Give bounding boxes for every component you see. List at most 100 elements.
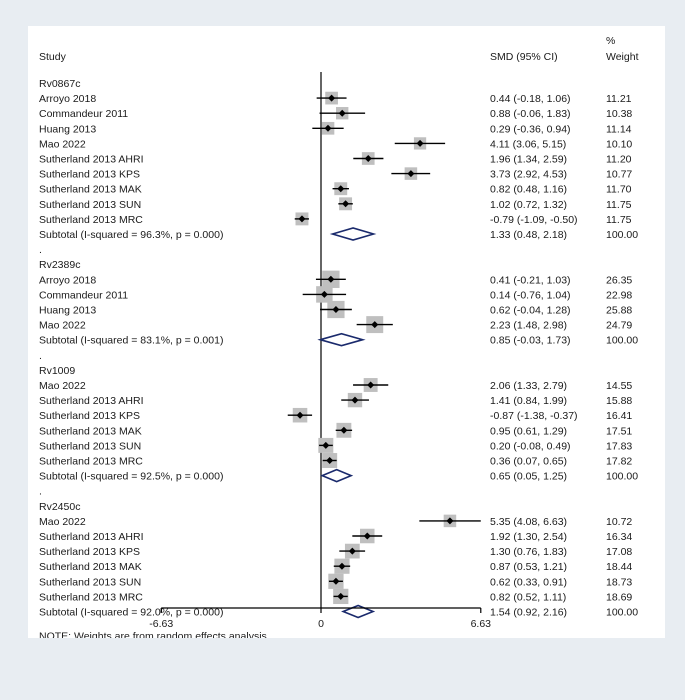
pooled-diamond: [341, 604, 376, 619]
smd-ci-label: 0.44 (-0.18, 1.06): [490, 93, 571, 105]
smd-ci-label: -0.87 (-1.38, -0.37): [490, 410, 578, 422]
weight-label: 16.41: [606, 410, 632, 422]
study-label: Commandeur 2011: [39, 289, 128, 301]
study-label: Arroyo 2018: [39, 93, 96, 105]
weight-label: 24.79: [606, 320, 632, 332]
weight-label: 17.08: [606, 546, 632, 558]
point-estimate: [340, 426, 348, 434]
smd-ci-label: 1.92 (1.30, 2.54): [490, 531, 567, 543]
weight-label: 18.73: [606, 576, 632, 588]
study-label: Sutherland 2013 SUN: [39, 199, 141, 211]
weight-label: 18.44: [606, 561, 632, 573]
study-label: Arroyo 2018: [39, 274, 96, 286]
smd-ci-label: 0.36 (0.07, 0.65): [490, 456, 567, 468]
point-estimate: [327, 275, 335, 283]
smd-ci-label: 2.06 (1.33, 2.79): [490, 380, 567, 392]
weight-label: 16.34: [606, 531, 632, 543]
weight-label: 17.51: [606, 425, 632, 437]
study-label: Sutherland 2013 AHRI: [39, 531, 144, 543]
weight-label: 11.70: [606, 184, 632, 196]
study-label: Sutherland 2013 KPS: [39, 410, 140, 422]
point-estimate: [326, 457, 334, 464]
smd-ci-label: 0.20 (-0.08, 0.49): [490, 440, 571, 452]
study-label: Huang 2013: [39, 123, 96, 135]
x-tick-label: 6.63: [471, 618, 492, 630]
smd-ci-label: 0.41 (-0.21, 1.03): [490, 274, 571, 286]
subtotal-label: Subtotal (I-squared = 92.5%, p = 0.000): [39, 471, 223, 483]
group-label: Rv1009: [39, 365, 75, 377]
study-label: Sutherland 2013 AHRI: [39, 154, 144, 166]
point-estimate: [324, 124, 332, 132]
study-label: Sutherland 2013 SUN: [39, 576, 141, 588]
subtotal-ci-label: 0.85 (-0.03, 1.73): [490, 335, 571, 347]
point-estimate: [332, 577, 340, 585]
point-estimate: [342, 200, 350, 208]
smd-ci-label: 0.62 (0.33, 0.91): [490, 576, 567, 588]
smd-ci-label: 0.95 (0.61, 1.29): [490, 425, 567, 437]
smd-ci-label: 0.87 (0.53, 1.21): [490, 561, 567, 573]
weight-label: 18.69: [606, 591, 632, 603]
x-tick-label: -6.63: [149, 618, 173, 630]
smd-ci-label: 1.02 (0.72, 1.32): [490, 199, 567, 211]
study-label: Sutherland 2013 KPS: [39, 546, 140, 558]
study-label: Sutherland 2013 MAK: [39, 184, 142, 196]
group-separator: .: [39, 350, 42, 362]
weight-label: 10.38: [606, 108, 632, 120]
study-label: Sutherland 2013 AHRI: [39, 395, 144, 407]
subtotal-ci-label: 1.33 (0.48, 2.18): [490, 229, 567, 241]
point-estimate: [337, 592, 345, 600]
point-estimate: [337, 185, 345, 193]
smd-ci-label: 4.11 (3.06, 5.15): [490, 138, 566, 150]
study-label: Sutherland 2013 KPS: [39, 169, 140, 181]
smd-ci-label: 0.62 (-0.04, 1.28): [490, 305, 571, 317]
group-label: Rv0867c: [39, 78, 80, 90]
pooled-diamond: [329, 227, 377, 241]
weight-label: 11.21: [606, 93, 632, 105]
point-estimate: [322, 441, 330, 449]
weight-label: 10.72: [606, 516, 632, 528]
weight-label: 17.82: [606, 456, 632, 468]
study-label: Mao 2022: [39, 138, 86, 150]
subtotal-weight-label: 100.00: [606, 607, 638, 619]
study-label: Huang 2013: [39, 305, 96, 317]
smd-ci-label: 1.41 (0.84, 1.99): [490, 395, 567, 407]
study-label: Sutherland 2013 MRC: [39, 214, 143, 226]
study-label: Commandeur 2011: [39, 108, 128, 120]
point-estimate: [371, 321, 379, 329]
weight-label: 11.75: [606, 214, 632, 226]
point-estimate: [364, 155, 372, 162]
smd-ci-label: 2.23 (1.48, 2.98): [490, 320, 567, 332]
point-estimate: [296, 411, 304, 419]
weight-label: 15.88: [606, 395, 632, 407]
subtotal-label: Subtotal (I-squared = 96.3%, p = 0.000): [39, 229, 223, 241]
subtotal-ci-label: 1.54 (0.92, 2.16): [490, 607, 567, 619]
weight-label: 10.77: [606, 169, 632, 181]
study-label: Sutherland 2013 MRC: [39, 456, 143, 468]
study-label: Sutherland 2013 SUN: [39, 440, 141, 452]
point-estimate: [338, 562, 346, 570]
point-estimate: [351, 396, 359, 404]
smd-ci-label: 0.14 (-0.76, 1.04): [490, 289, 571, 301]
note: NOTE: Weights are from random effects an…: [39, 631, 267, 639]
group-separator: .: [39, 244, 42, 256]
study-label: Sutherland 2013 MAK: [39, 425, 142, 437]
pooled-diamond: [320, 468, 354, 483]
subtotal-label: Subtotal (I-squared = 92.0%, p = 0.000): [39, 607, 223, 619]
weight-label: 11.14: [606, 123, 632, 135]
point-estimate: [416, 139, 424, 147]
weight-label: 17.83: [606, 440, 632, 452]
group-label: Rv2389c: [39, 259, 80, 271]
smd-ci-label: 0.88 (-0.06, 1.83): [490, 108, 571, 120]
subtotal-weight-label: 100.00: [606, 229, 638, 241]
point-estimate: [332, 306, 340, 313]
smd-ci-label: 0.29 (-0.36, 0.94): [490, 123, 571, 135]
weight-label: 11.75: [606, 199, 632, 211]
study-label: Mao 2022: [39, 320, 86, 332]
smd-ci-label: 0.82 (0.48, 1.16): [490, 184, 567, 196]
header-study: Study: [39, 51, 67, 63]
point-estimate: [367, 381, 375, 389]
point-estimate: [363, 532, 371, 540]
study-label: Mao 2022: [39, 516, 86, 528]
header-weight-pct: %: [606, 35, 615, 47]
smd-ci-label: -0.79 (-1.09, -0.50): [490, 214, 578, 226]
